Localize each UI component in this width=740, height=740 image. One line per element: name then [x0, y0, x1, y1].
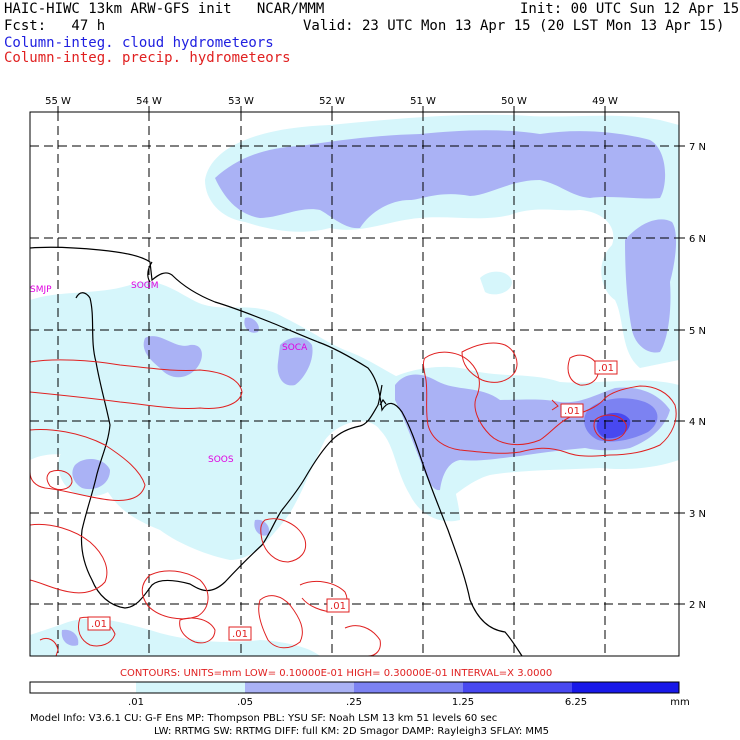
- model-info-line1: Model Info: V3.6.1 CU: G-F Ens MP: Thomp…: [30, 713, 497, 724]
- precip-field-title: Column-integ. precip. hydrometeors: [4, 50, 291, 66]
- lon-label: 53 W: [228, 96, 254, 107]
- lat-label: 3 N: [689, 509, 706, 520]
- contour-info: CONTOURS: UNITS=mm LOW= 0.10000E-01 HIGH…: [120, 668, 552, 679]
- colorbar-tick-label: 6.25: [565, 697, 587, 708]
- lon-label: 50 W: [501, 96, 527, 107]
- contour-label: .01: [91, 619, 107, 630]
- init-time: Init: 00 UTC Sun 12 Apr 15: [520, 1, 740, 17]
- lon-label: 54 W: [136, 96, 162, 107]
- model-title: HAIC-HIWC 13km ARW-GFS init NCAR/MMM: [4, 1, 325, 17]
- lat-label: 2 N: [689, 600, 706, 611]
- valid-time: Valid: 23 UTC Mon 13 Apr 15 (20 LST Mon …: [303, 18, 725, 34]
- model-info-line2: LW: RRTMG SW: RRTMG DIFF: full KM: 2D Sm…: [154, 726, 549, 737]
- station-label: SMJP: [30, 285, 52, 295]
- lat-label: 5 N: [689, 326, 706, 337]
- station-label: SOCA: [282, 343, 308, 353]
- lon-label: 52 W: [319, 96, 345, 107]
- forecast-hour: Fcst: 47 h: [4, 18, 106, 34]
- lat-label: 4 N: [689, 417, 706, 428]
- lat-label: 6 N: [689, 234, 706, 245]
- station-label: SOGM: [131, 281, 159, 291]
- contour-label: .01: [564, 406, 580, 417]
- colorbar-tick-label: .05: [237, 697, 253, 708]
- lon-label: 49 W: [592, 96, 618, 107]
- colorbar: [29, 681, 680, 694]
- lat-label: 7 N: [689, 142, 706, 153]
- precip-contours: [30, 342, 677, 656]
- lon-label: 55 W: [45, 96, 71, 107]
- latlon-grid: [30, 112, 679, 656]
- station-label: SOOS: [208, 455, 234, 465]
- colorbar-tick-label: .25: [346, 697, 362, 708]
- lon-label: 51 W: [410, 96, 436, 107]
- coastline-borders: [30, 246, 523, 656]
- colorbar-tick-label: .01: [128, 697, 144, 708]
- contour-label-group: .01 .01 .01 .01 .01: [87, 360, 618, 641]
- colorbar-tick-label: 1.25: [452, 697, 474, 708]
- contour-label: .01: [598, 363, 614, 374]
- cloud-field-title: Column-integ. cloud hydrometeors: [4, 35, 274, 51]
- colorbar-unit: mm: [670, 697, 689, 708]
- plot-frame: [29, 111, 680, 657]
- contour-label: .01: [330, 601, 346, 612]
- contour-label: .01: [232, 629, 248, 640]
